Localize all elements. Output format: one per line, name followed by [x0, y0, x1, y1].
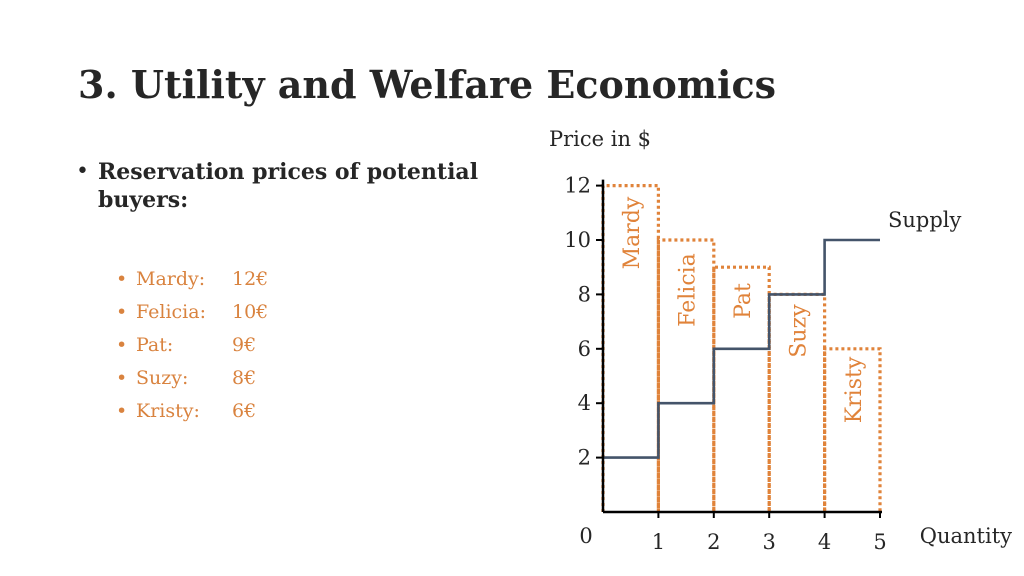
buyer-price: 12€	[232, 268, 269, 290]
buyer-price: 9€	[232, 334, 257, 356]
bullet-dot: •	[116, 400, 128, 422]
x-tick-label: 3	[763, 530, 776, 554]
bullet-dot: •	[116, 268, 128, 290]
y-tick-label: 2	[578, 446, 591, 470]
buyer-label-felicia: Felicia	[676, 253, 701, 327]
supply-label: Supply	[888, 208, 962, 232]
y-tick-label: 10	[564, 228, 591, 252]
buyer-name: Pat:	[136, 334, 174, 356]
origin-label: 0	[579, 524, 592, 548]
bullet-dot: •	[116, 367, 128, 389]
bullet-dot: •	[116, 301, 128, 323]
buyer-name: Mardy:	[136, 268, 206, 290]
supply-line	[603, 238, 880, 459]
x-tick-label: 5	[873, 530, 886, 554]
y-tick-label: 12	[564, 174, 591, 198]
buyer-name: Kristy:	[136, 400, 200, 422]
buyer-label-kristy: Kristy	[842, 356, 867, 423]
bullet-dot: •	[76, 159, 89, 184]
buyer-price: 10€	[232, 301, 269, 323]
buyer-name: Suzy:	[136, 367, 189, 389]
bullet-dot: •	[116, 334, 128, 356]
demand-bar-suzy	[767, 292, 827, 512]
buyer-price: 6€	[232, 400, 257, 422]
y-tick-label: 4	[578, 391, 591, 415]
buyer-price: 8€	[232, 367, 257, 389]
y-axis-title: Price in $	[549, 127, 651, 151]
y-tick-label: 6	[578, 337, 591, 361]
buyer-label-suzy: Suzy	[786, 304, 811, 358]
x-tick-label: 2	[707, 530, 720, 554]
x-tick-label: 1	[652, 530, 665, 554]
demand-bar-kristy	[823, 347, 882, 512]
bullet-text: Reservation prices of potential buyers:	[98, 159, 479, 213]
buyer-label-pat: Pat	[731, 283, 756, 319]
x-tick-label: 4	[818, 530, 831, 554]
y-tick-label: 8	[578, 282, 591, 306]
bullet-reservation-prices: • Reservation prices of potential buyers…	[76, 158, 496, 214]
buyer-name: Felicia:	[136, 301, 206, 323]
x-axis-title: Quantity	[920, 524, 1012, 548]
slide-title: 3. Utility and Welfare Economics	[78, 62, 776, 107]
buyer-label-mardy: Mardy	[620, 196, 645, 269]
